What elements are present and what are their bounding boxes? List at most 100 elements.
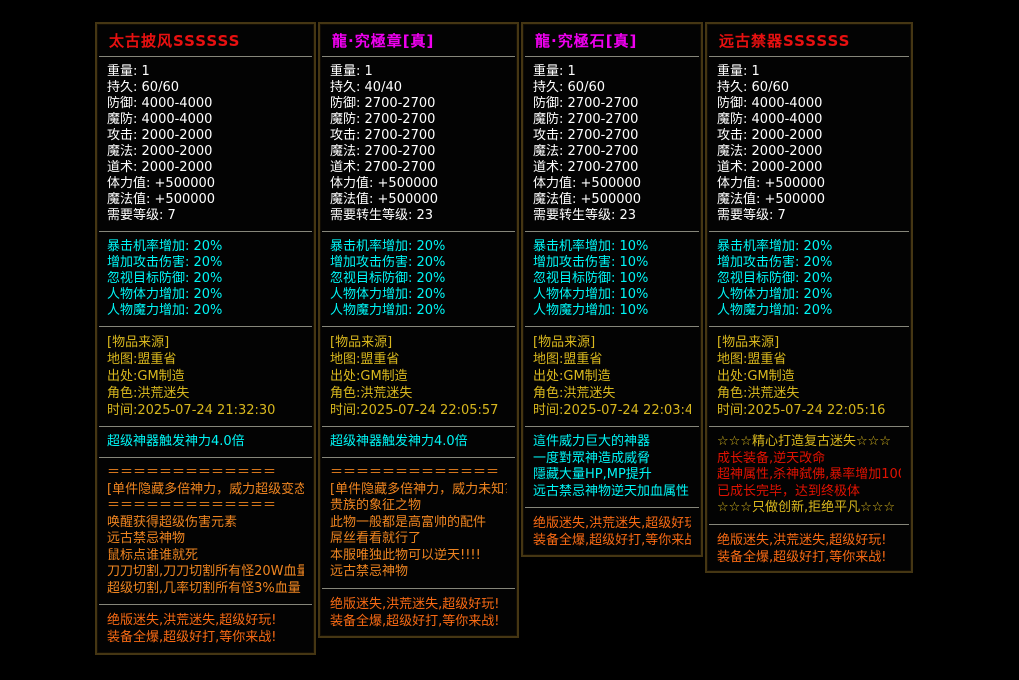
stat-label: 防御 [107, 96, 134, 111]
desc-line: [单件隐藏多倍神力，威力未知？] [330, 481, 507, 497]
stat-value: 2000-2000 [751, 160, 823, 175]
stat-label: 道术 [330, 160, 357, 175]
desc-line: 远古禁忌神物 [330, 564, 409, 579]
stat-line: 魔法: 2000-2000 [717, 144, 823, 159]
stat-line: 道术: 2700-2700 [533, 160, 639, 175]
bonus-line: 暴击机率增加: 20% [107, 239, 223, 254]
stat-label: 体力值 [107, 176, 147, 191]
stat-line: 魔防: 2700-2700 [533, 112, 639, 127]
stat-label: 需要转生等级 [330, 208, 409, 223]
source-line: 地图:盟重省 [330, 352, 400, 367]
desc-line: 屌丝看看就行了 [330, 531, 422, 546]
stat-value: 2000-2000 [751, 128, 823, 143]
stat-value: 1 [751, 64, 760, 79]
source-block: [物品来源] 地图:盟重省 出处:GM制造 角色:洪荒迷失 时间:2025-07-24 … [97, 327, 314, 426]
stat-value: 1 [567, 64, 576, 79]
source-line: 时间:2025-07-24 22:05:16 [717, 403, 886, 418]
desc-block: 這件威力巨大的神器 一度對眾神造成威脅 隱藏大量HP,MP提升 远古禁忌神物逆天加血属… [523, 427, 701, 507]
bonus-line: 忽视目标防御: 10% [533, 271, 649, 286]
source-line: 角色:洪荒迷失 [533, 386, 616, 401]
separator [99, 231, 312, 232]
stat-line: 重量: 1 [107, 64, 150, 79]
desc-line: ☆☆☆精心打造复古迷失☆☆☆ [717, 434, 891, 449]
footer-line: 装备全爆,超级好打,等你来战! [533, 533, 691, 548]
stat-value: 4000-4000 [141, 96, 213, 111]
stat-line: 道术: 2700-2700 [330, 160, 436, 175]
desc-line: 一度對眾神造成威脅 [533, 450, 651, 466]
separator [322, 587, 515, 589]
separator [322, 326, 515, 327]
stat-value: 2000-2000 [751, 144, 823, 159]
bonus-line: 人物魔力增加: 20% [107, 303, 223, 318]
separator [709, 426, 909, 427]
corner-accent-icon [903, 24, 911, 32]
stat-label: 道术 [717, 160, 744, 175]
source-line: 出处:GM制造 [330, 369, 408, 384]
desc-line: [单件隐藏多倍神力，威力超级变态] [107, 481, 304, 497]
stat-label: 重量 [107, 64, 134, 79]
stat-line: 需要转生等级: 23 [330, 208, 434, 223]
stats-block: 重量: 1 持久: 60/60 防御: 4000-4000 魔防: 4000-4000… [97, 57, 314, 231]
stat-value: 2700-2700 [364, 160, 436, 175]
stat-value: 4000-4000 [751, 112, 823, 127]
stat-label: 防御 [717, 96, 744, 111]
stat-line: 魔法: 2700-2700 [330, 144, 436, 159]
stat-line: 体力值: +500000 [330, 176, 439, 191]
stat-label: 魔法 [533, 144, 560, 159]
stat-value: +500000 [764, 176, 826, 191]
source-line: 时间:2025-07-24 22:03:40 [533, 403, 691, 418]
footer-block: 绝版迷失,洪荒迷失,超级好玩! 装备全爆,超级好打,等你来战! [97, 605, 314, 653]
stat-label: 魔防 [107, 112, 134, 127]
separator [709, 326, 909, 327]
source-line: 出处:GM制造 [533, 369, 611, 384]
stat-line: 魔法值: +500000 [717, 192, 826, 207]
source-block: [物品来源] 地图:盟重省 出处:GM制造 角色:洪荒迷失 时间:2025-07-24 … [707, 327, 911, 426]
source-line: 出处:GM制造 [107, 369, 185, 384]
stat-value: +500000 [154, 176, 216, 191]
bonus-block: 暴击机率增加: 20% 增加攻击伤害: 20% 忽视目标防御: 20% 人物体力增加:… [320, 232, 517, 326]
stat-label: 攻击 [533, 128, 560, 143]
stat-value: 60/60 [751, 80, 789, 95]
desc-line: 此物一般都是高富帅的配件 [330, 514, 487, 530]
stat-label: 持久 [717, 80, 744, 95]
desc-line: 远古禁忌神物逆天加血属性 [533, 483, 690, 499]
item-tooltip-panel: 太古披风SSSSSS 重量: 1 持久: 60/60 防御: 4000-4000 魔防:… [95, 22, 316, 655]
desc-line: ＝＝＝＝＝＝＝＝＝＝＝＝＝ [330, 465, 500, 480]
stat-line: 魔法值: +500000 [533, 192, 642, 207]
item-title: 远古禁器SSSSSS [719, 32, 851, 50]
source-line: 角色:洪荒迷失 [330, 386, 413, 401]
bonus-line: 暴击机率增加: 20% [330, 239, 446, 254]
separator [99, 326, 312, 327]
bonus-line: 人物魔力增加: 10% [533, 303, 649, 318]
stat-label: 重量 [717, 64, 744, 79]
corner-accent-icon [306, 24, 314, 32]
stat-line: 魔法值: +500000 [330, 192, 439, 207]
stat-value: 7 [777, 208, 786, 223]
stat-line: 重量: 1 [717, 64, 760, 79]
bonus-line: 人物体力增加: 10% [533, 287, 649, 302]
item-tooltip-panel: 龍·究極石[真] 重量: 1 持久: 60/60 防御: 2700-2700 魔防: 2… [521, 22, 703, 557]
desc-line: 這件威力巨大的神器 [533, 434, 651, 449]
corner-accent-icon [320, 628, 328, 636]
source-block: [物品来源] 地图:盟重省 出处:GM制造 角色:洪荒迷失 时间:2025-07-24 … [320, 327, 517, 426]
bonus-block: 暴击机率增加: 20% 增加攻击伤害: 20% 忽视目标防御: 20% 人物体力增加:… [707, 232, 911, 326]
footer-block: 绝版迷失,洪荒迷失,超级好玩! 装备全爆,超级好打,等你来战! [523, 508, 701, 555]
stat-line: 道术: 2000-2000 [717, 160, 823, 175]
desc-block: ☆☆☆精心打造复古迷失☆☆☆ 成长装备,逆天改命 超神属性,杀神弑佛,暴率增加100… [707, 427, 911, 524]
source-line: 角色:洪荒迷失 [717, 386, 800, 401]
corner-accent-icon [320, 24, 328, 32]
stat-label: 魔法值 [107, 192, 147, 207]
bonus-line: 人物魔力增加: 20% [717, 303, 833, 318]
footer-line: 装备全爆,超级好打,等你来战! [107, 630, 277, 645]
stat-value: 4000-4000 [141, 112, 213, 127]
desc-block: ＝＝＝＝＝＝＝＝＝＝＝＝＝ [单件隐藏多倍神力，威力未知？] 贵族的象征之物 此物一般… [320, 458, 517, 588]
stat-line: 魔防: 4000-4000 [717, 112, 823, 127]
bonus-line: 增加攻击伤害: 20% [717, 255, 833, 270]
stat-label: 体力值 [330, 176, 370, 191]
item-title: 龍·究極石[真] [535, 32, 638, 50]
desc-line: ＝＝＝＝＝＝＝＝＝＝＝＝＝ [107, 498, 277, 513]
bonus-block: 暴击机率增加: 20% 增加攻击伤害: 20% 忽视目标防御: 20% 人物体力增加:… [97, 232, 314, 326]
stat-value: 7 [167, 208, 176, 223]
footer-block: 绝版迷失,洪荒迷失,超级好玩! 装备全爆,超级好打,等你来战! [320, 589, 517, 637]
separator [525, 426, 699, 427]
